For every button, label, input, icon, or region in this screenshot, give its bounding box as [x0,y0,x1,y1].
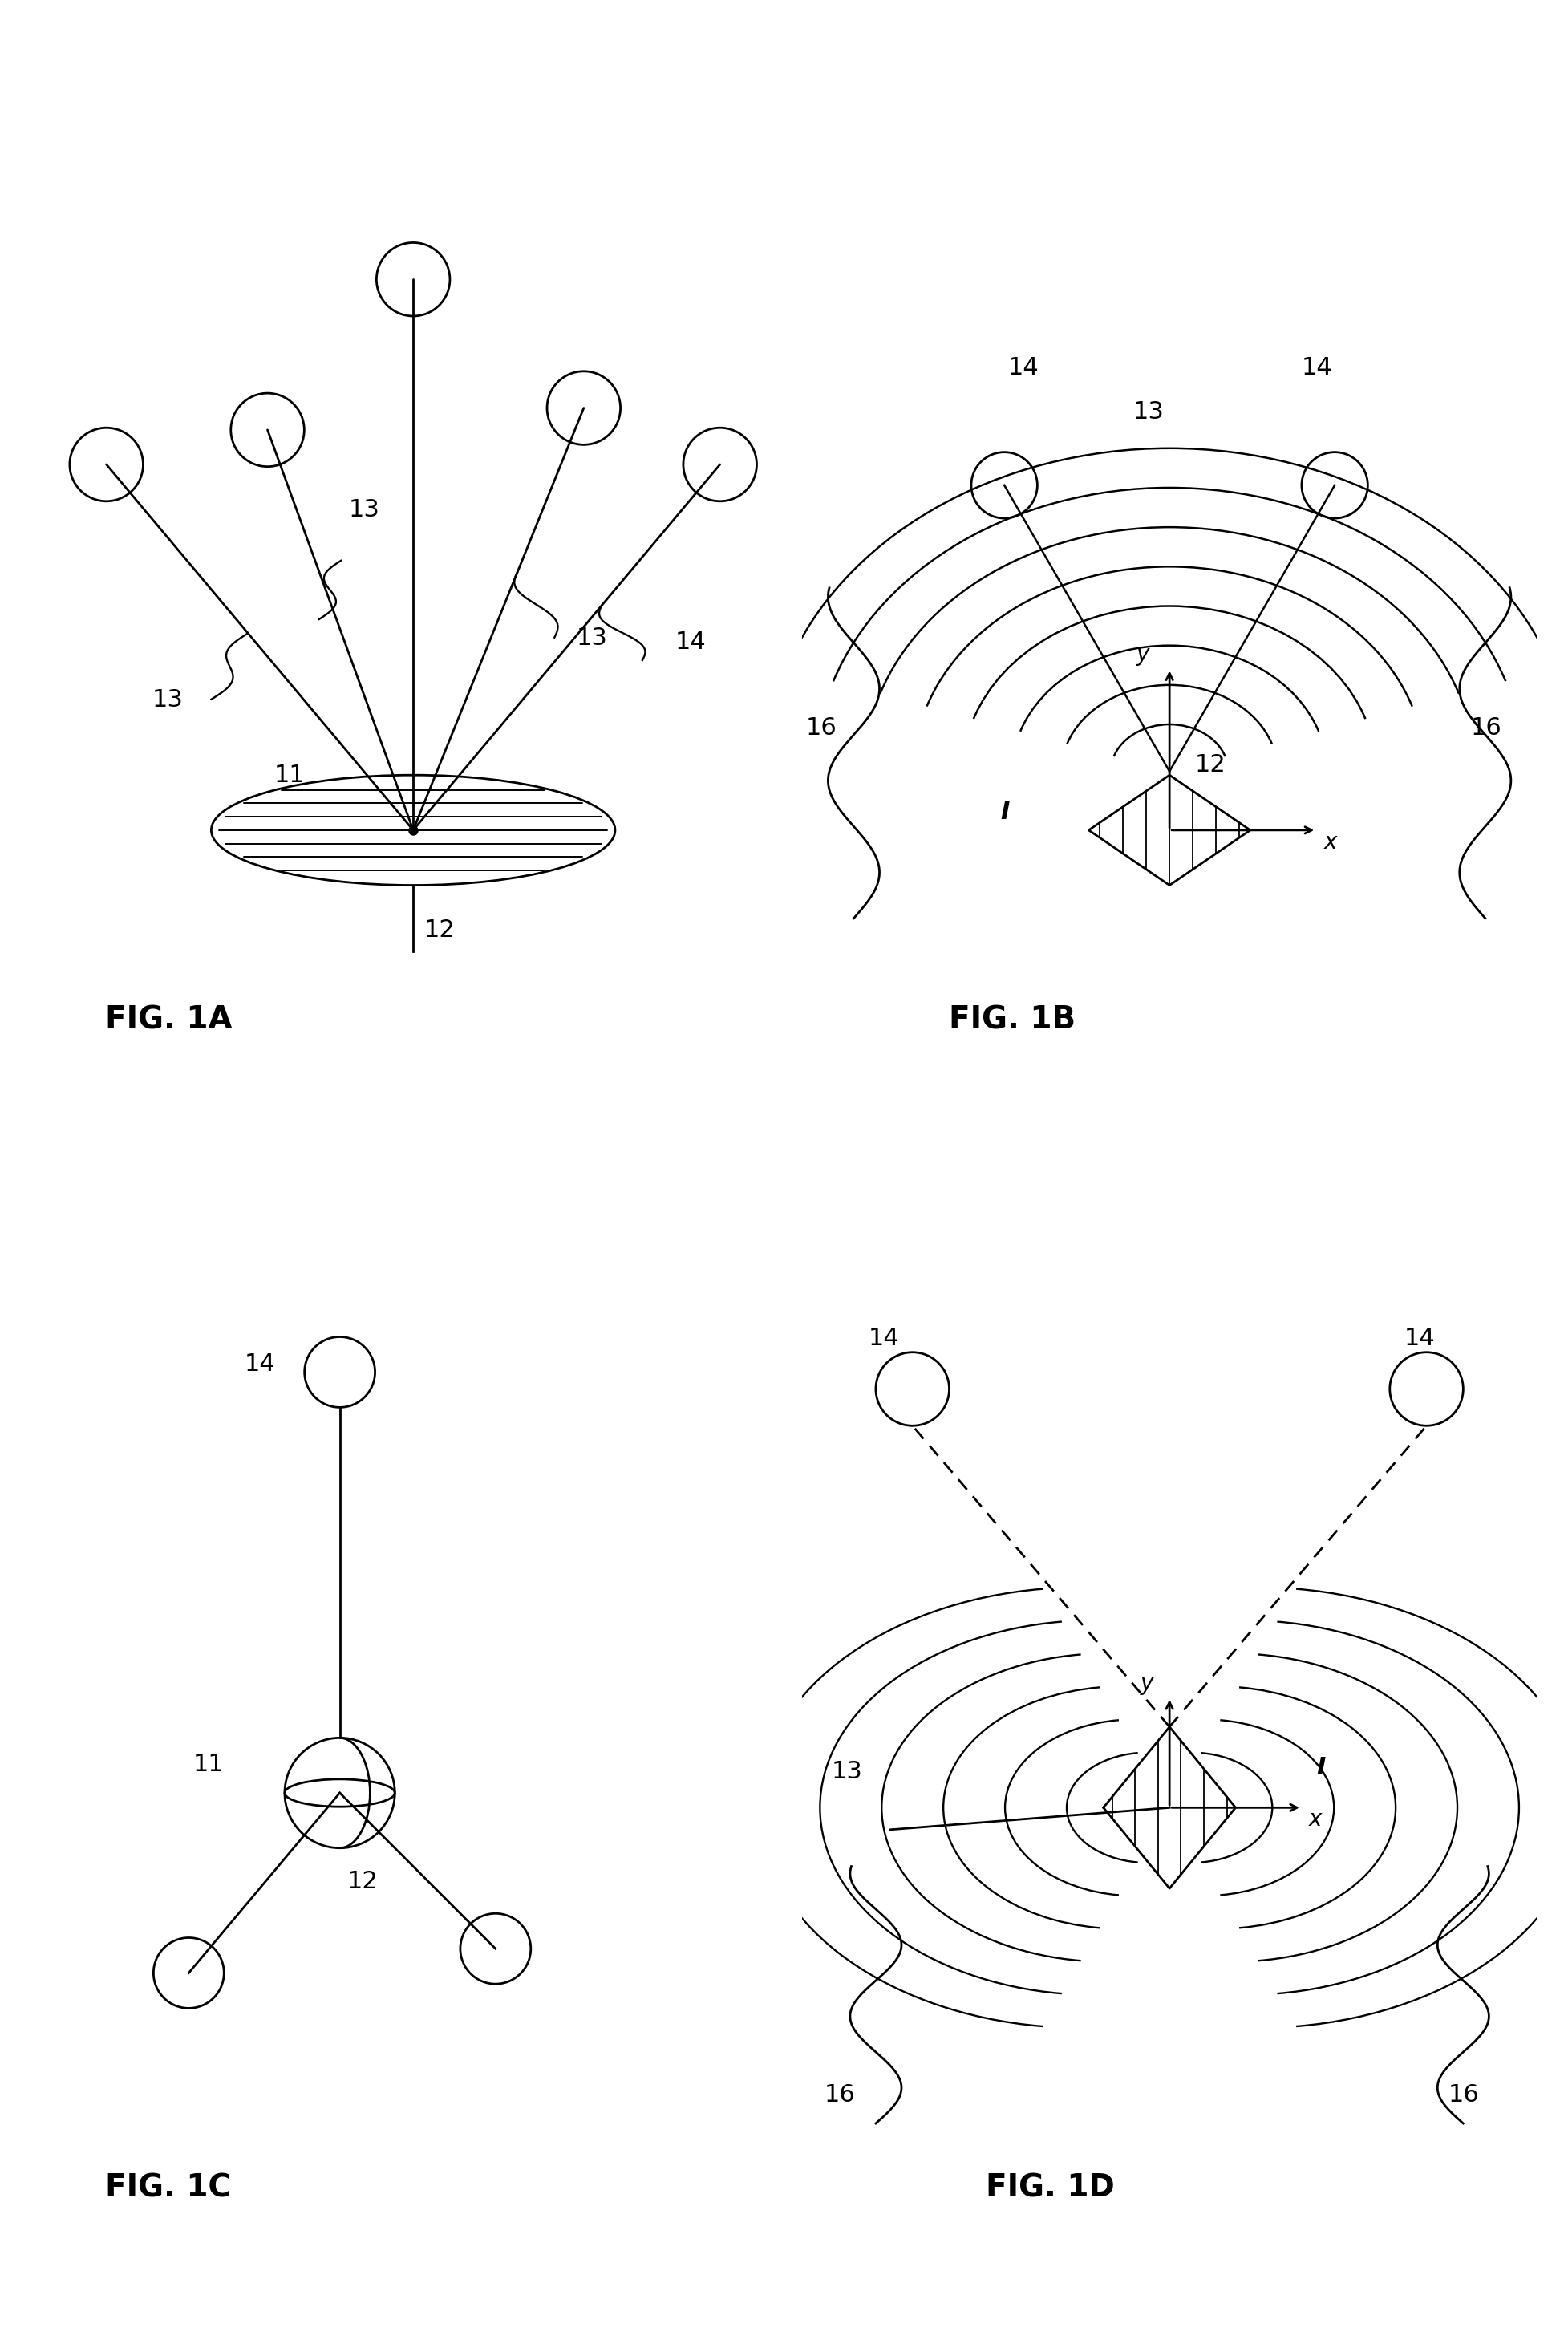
Text: I: I [1000,802,1010,825]
Text: 13: 13 [831,1760,862,1784]
Text: FIG. 1C: FIG. 1C [105,2173,230,2203]
Text: 13: 13 [1132,401,1163,424]
Text: 14: 14 [1405,1327,1436,1350]
Text: 12: 12 [347,1871,378,1894]
Text: 12: 12 [425,919,455,942]
Text: FIG. 1D: FIG. 1D [986,2173,1115,2203]
Text: 13: 13 [577,626,608,649]
Text: y: y [1140,1674,1152,1695]
Text: 14: 14 [869,1327,900,1350]
Text: 14: 14 [1008,356,1040,380]
Text: 13: 13 [348,497,379,520]
Text: 16: 16 [1471,717,1502,738]
Text: 14: 14 [245,1352,276,1376]
Text: y: y [1137,645,1149,666]
Text: 11: 11 [274,764,304,788]
Text: 14: 14 [1301,356,1333,380]
Text: 16: 16 [806,717,837,738]
Text: 12: 12 [1195,752,1226,776]
Text: FIG. 1B: FIG. 1B [949,1003,1076,1034]
Text: FIG. 1A: FIG. 1A [105,1003,232,1034]
Text: 16: 16 [1449,2084,1480,2107]
Text: x: x [1309,1807,1322,1831]
Text: x: x [1323,830,1338,853]
Text: 13: 13 [152,689,183,713]
Text: I: I [1317,1756,1325,1779]
Text: 11: 11 [193,1753,224,1777]
Text: 16: 16 [825,2084,856,2107]
Text: 14: 14 [676,631,707,654]
